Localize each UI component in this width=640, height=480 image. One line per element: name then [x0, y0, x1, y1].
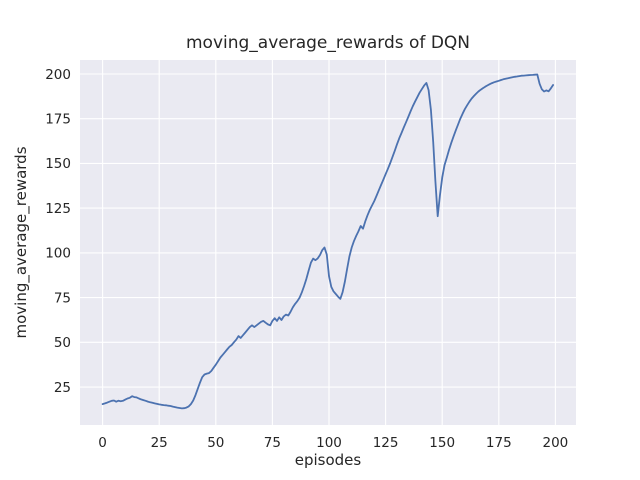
x-tick-label: 175 — [486, 435, 512, 451]
y-tick-label: 25 — [54, 380, 71, 396]
plot-area — [80, 60, 576, 425]
dqn-reward-line — [101, 73, 554, 410]
chart-title: moving_average_rewards of DQN — [186, 33, 470, 53]
x-tick-label: 50 — [207, 435, 224, 451]
x-tick-label: 100 — [316, 435, 342, 451]
x-tick-label: 125 — [373, 435, 399, 451]
y-tick-label: 200 — [45, 67, 71, 83]
grid-lines — [80, 60, 576, 425]
y-tick-label: 175 — [45, 112, 71, 128]
x-tick-label: 0 — [98, 435, 107, 451]
y-tick-labels: 25 50 75 100 125 150 175 200 — [45, 67, 71, 396]
x-tick-label: 150 — [429, 435, 455, 451]
x-tick-label: 200 — [543, 435, 569, 451]
x-tick-label: 25 — [151, 435, 168, 451]
x-axis-label: episodes — [295, 451, 362, 469]
y-tick-label: 75 — [54, 290, 71, 306]
x-tick-label: 75 — [264, 435, 281, 451]
y-tick-label: 50 — [54, 335, 71, 351]
y-tick-label: 125 — [45, 201, 71, 217]
x-tick-labels: 0 25 50 75 100 125 150 175 200 — [98, 435, 568, 451]
y-tick-label: 100 — [45, 246, 71, 262]
y-tick-label: 150 — [45, 156, 71, 172]
y-axis-label: moving_average_rewards — [12, 146, 31, 338]
